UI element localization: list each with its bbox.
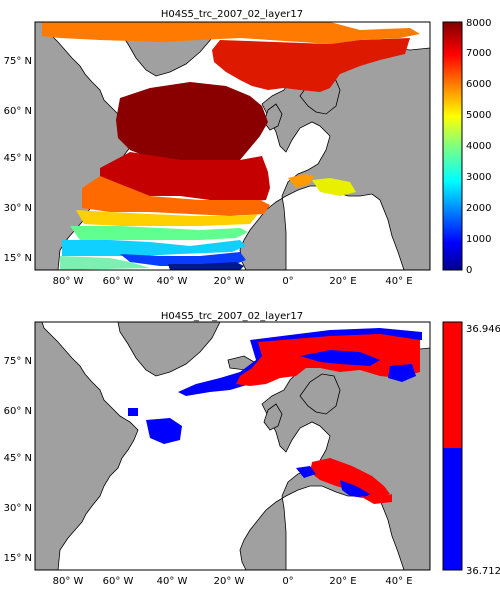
bottom-y-ticks: 75° N 60° N 45° N 30° N 15° N xyxy=(4,356,32,564)
top-cb-tick-5000: 5000 xyxy=(466,110,491,121)
top-xtick-80w: 80° W xyxy=(53,276,84,287)
bottom-map xyxy=(35,322,430,570)
bottom-xtick-0: 0° xyxy=(282,576,293,587)
top-colorbar-ticks: 0 1000 2000 3000 4000 5000 6000 7000 800… xyxy=(466,18,491,276)
top-colorbar: 0 1000 2000 3000 4000 5000 6000 7000 800… xyxy=(442,18,491,276)
bottom-title: H04S5_trc_2007_02_layer17 xyxy=(161,311,303,322)
bottom-ytick-15n: 15° N xyxy=(4,553,32,564)
top-ytick-45n: 45° N xyxy=(4,153,32,164)
top-xtick-60w: 60° W xyxy=(103,276,134,287)
field-north-atlantic xyxy=(116,82,268,162)
top-y-ticks: 75° N 60° N 45° N 30° N 15° N xyxy=(4,56,32,264)
field-caribbean xyxy=(60,256,150,270)
field-labrador-blue-small xyxy=(128,408,138,416)
bottom-land-greenland xyxy=(117,322,221,377)
field-med-east-red xyxy=(360,494,392,504)
bottom-land xyxy=(35,322,430,570)
bottom-xtick-60w: 60° W xyxy=(103,576,134,587)
field-barents-blue xyxy=(388,364,416,382)
top-xtick-0: 0° xyxy=(282,276,293,287)
field-arctic-blue-inner xyxy=(300,350,380,366)
field-med-red xyxy=(310,458,390,500)
top-xtick-20w: 20° W xyxy=(214,276,245,287)
top-ytick-75n: 75° N xyxy=(4,56,32,67)
bottom-land-north-america xyxy=(35,322,139,570)
field-med-yellow xyxy=(312,178,356,196)
field-yellow xyxy=(76,210,258,226)
top-axes-frame xyxy=(34,21,431,271)
top-ytick-30n: 30° N xyxy=(4,203,32,214)
field-cyan xyxy=(62,240,246,256)
bottom-xtick-20w: 20° W xyxy=(214,576,245,587)
bottom-axes-frame xyxy=(34,321,431,571)
top-cb-tick-4000: 4000 xyxy=(466,141,491,152)
top-ytick-60n: 60° N xyxy=(4,106,32,117)
field-mid-atlantic xyxy=(100,152,270,202)
top-xtick-40e: 40° E xyxy=(385,276,412,287)
bottom-ytick-60n: 60° N xyxy=(4,406,32,417)
top-xtick-40w: 40° W xyxy=(157,276,188,287)
top-cb-tick-7000: 7000 xyxy=(466,48,491,59)
field-blue xyxy=(120,252,246,266)
bottom-panel: H04S5_trc_2007_02_layer17 xyxy=(4,311,500,587)
bottom-x-ticks: 80° W 60° W 40° W 20° W 0° 20° E 40° E xyxy=(53,576,413,587)
field-arctic xyxy=(42,22,420,44)
field-orange xyxy=(82,176,270,216)
bottom-ytick-30n: 30° N xyxy=(4,503,32,514)
top-map xyxy=(35,22,430,270)
bottom-ytick-75n: 75° N xyxy=(4,356,32,367)
top-cb-tick-1000: 1000 xyxy=(466,234,491,245)
top-title: H04S5_trc_2007_02_layer17 xyxy=(161,9,303,20)
bottom-data-field xyxy=(128,328,422,504)
top-colorbar-gradient xyxy=(442,21,463,271)
top-cb-tick-8000: 8000 xyxy=(466,18,491,29)
bottom-xtick-40w: 40° W xyxy=(157,576,188,587)
top-cb-tick-2000: 2000 xyxy=(466,203,491,214)
top-cb-tick-3000: 3000 xyxy=(466,172,491,183)
top-ytick-15n: 15° N xyxy=(4,253,32,264)
bottom-xtick-20e: 20° E xyxy=(329,576,356,587)
field-med-west-blue xyxy=(296,466,316,478)
bottom-xtick-80w: 80° W xyxy=(53,576,84,587)
field-green xyxy=(70,226,248,240)
bottom-colorbar-frame xyxy=(442,321,463,571)
field-med-orange xyxy=(288,174,314,188)
bottom-colorbar-blue xyxy=(443,448,462,570)
field-labrador-blue xyxy=(146,418,182,444)
top-x-ticks: 80° W 60° W 40° W 20° W 0° 20° E 40° E xyxy=(53,276,413,287)
bottom-cb-tick-min: 36.712 xyxy=(466,566,500,577)
bottom-colorbar-red xyxy=(443,322,462,448)
bottom-cb-tick-max: 36.946 xyxy=(466,324,500,335)
field-arctic-red xyxy=(212,38,410,92)
top-xtick-20e: 20° E xyxy=(329,276,356,287)
bottom-land-uk xyxy=(263,403,283,431)
top-data-field xyxy=(42,22,420,270)
bottom-colorbar: 36.946 36.712 xyxy=(442,321,500,577)
top-cb-tick-6000: 6000 xyxy=(466,79,491,90)
bottom-land-scandinavia xyxy=(299,373,341,415)
top-panel: H04S5_trc_2007_02_layer17 xyxy=(4,9,492,287)
bottom-xtick-40e: 40° E xyxy=(385,576,412,587)
top-cb-tick-0: 0 xyxy=(466,265,472,276)
field-navy xyxy=(168,262,244,270)
bottom-ytick-45n: 45° N xyxy=(4,453,32,464)
field-med-blue xyxy=(340,480,370,498)
